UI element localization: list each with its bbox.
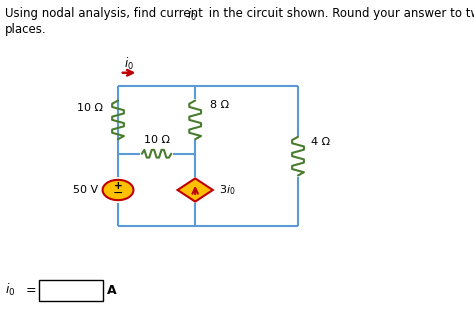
Text: in the circuit shown. Round your answer to two decimal: in the circuit shown. Round your answer … [205,7,474,20]
Text: =: = [26,284,36,297]
Circle shape [102,180,134,200]
Polygon shape [178,178,213,202]
Text: $i_0$: $i_0$ [5,282,15,299]
Text: 8 Ω: 8 Ω [210,100,229,111]
Text: $i_0$: $i_0$ [124,56,134,72]
Text: places.: places. [5,23,46,35]
Text: 10 Ω: 10 Ω [77,103,103,113]
Text: 50 V: 50 V [73,185,98,195]
Text: Using nodal analysis, find current: Using nodal analysis, find current [5,7,206,20]
Text: $i_0$: $i_0$ [187,7,197,23]
Text: −: − [113,187,123,200]
Text: 3$i_0$: 3$i_0$ [219,183,236,197]
Text: A: A [107,284,116,297]
Text: +: + [114,181,122,191]
Text: 10 Ω: 10 Ω [144,135,170,145]
Text: 4 Ω: 4 Ω [311,137,330,147]
